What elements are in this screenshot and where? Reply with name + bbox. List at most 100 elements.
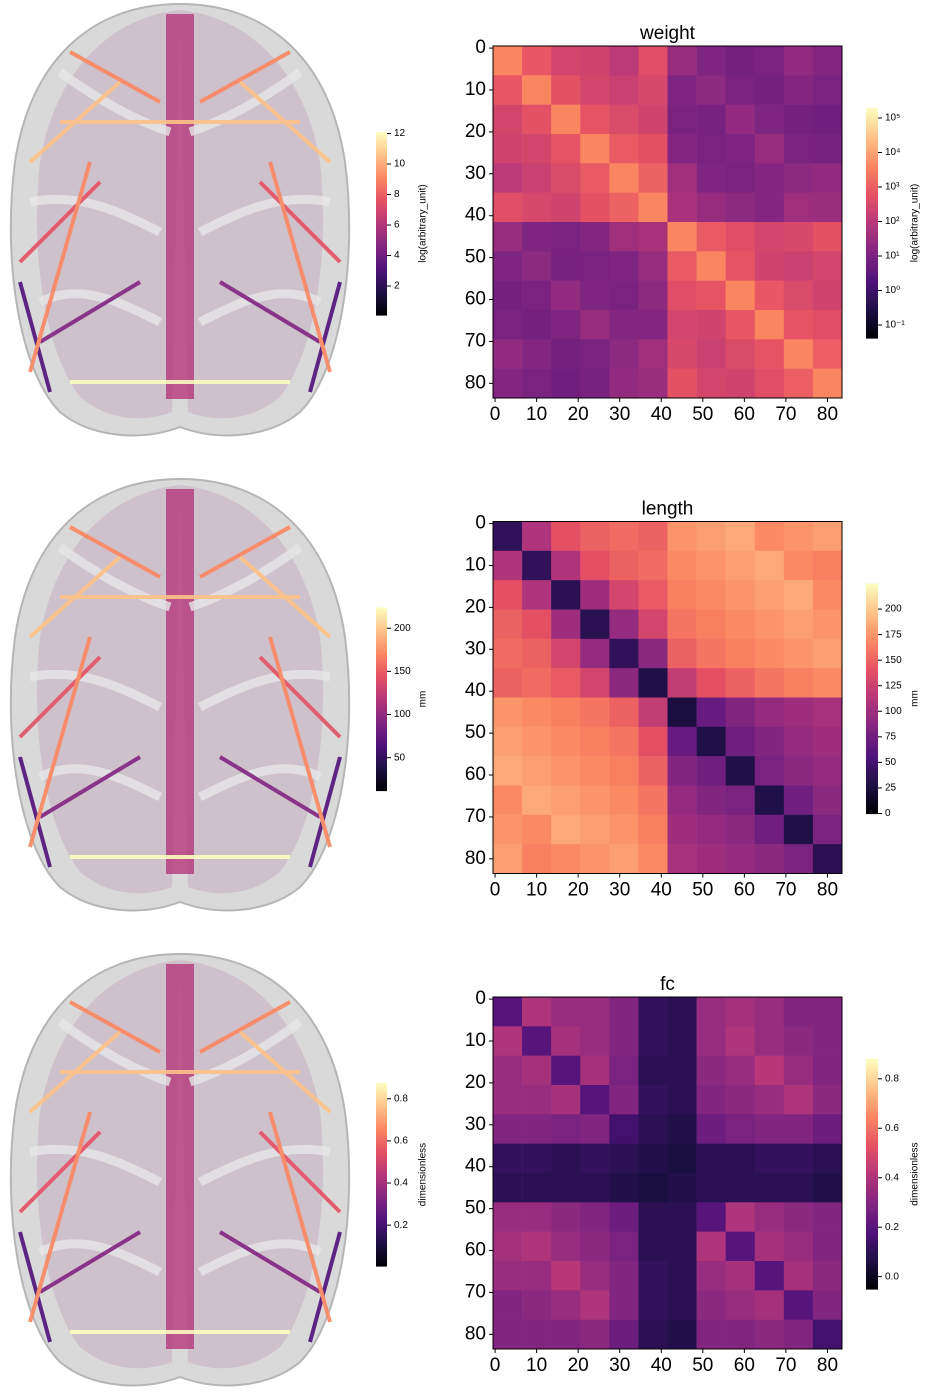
colorbar-slice (866, 704, 878, 708)
heatmap-cell (580, 697, 610, 728)
heatmap-cell (725, 521, 756, 552)
colorbar-slice (376, 678, 387, 682)
heatmap-cell (609, 1319, 639, 1350)
heatmap-cell (783, 251, 814, 281)
colorbar-slice (376, 1156, 387, 1160)
heatmap-cell (725, 310, 756, 340)
colorbar-slice (866, 257, 878, 261)
heatmap-cell (522, 550, 552, 581)
colorbar-slice (376, 710, 387, 714)
colorbar-tick-label: 10⁻¹ (885, 320, 905, 331)
colorbar-slice (866, 1061, 878, 1066)
colorbar-slice (376, 699, 387, 702)
heatmap-cell (522, 1026, 552, 1056)
colorbar-slice (376, 1231, 387, 1235)
heatmap-cell (551, 1319, 581, 1350)
heatmap-cell (812, 1114, 843, 1144)
heatmap-cell (667, 726, 697, 757)
colorbar-slice (376, 616, 387, 620)
colorbar-slice (866, 335, 878, 339)
colorbar-slice (866, 583, 878, 587)
colorbar-slice (866, 263, 878, 267)
colorbar-slice (866, 1059, 878, 1063)
colorbar-slice (376, 250, 387, 254)
x-tick-label: 10 (526, 404, 547, 425)
colorbar-slice (376, 218, 387, 222)
colorbar-slice (866, 606, 878, 610)
colorbar-tick-label: 0 (885, 808, 891, 819)
colorbar-slice (376, 150, 387, 154)
colorbar-tick-label: 25 (885, 783, 897, 794)
colorbar-slice (866, 171, 878, 175)
colorbar-slice (866, 1194, 878, 1198)
heatmap-cell (551, 638, 581, 669)
colorbar-tick-label: 10³ (885, 182, 900, 193)
colorbar-slice (376, 1176, 387, 1180)
colorbar-slice (376, 1110, 387, 1114)
colorbar-slice (376, 701, 387, 705)
heatmap-cell (551, 521, 581, 552)
heatmap-cell (783, 1202, 814, 1232)
colorbar-slice (376, 1252, 387, 1256)
colorbar-slice (866, 271, 878, 276)
y-tick-label: 20 (465, 121, 486, 142)
colorbar-slice (376, 639, 387, 643)
colorbar-slice (376, 132, 387, 135)
colorbar-slice (866, 119, 878, 123)
heatmap-cell (725, 1202, 756, 1232)
colorbar-slice (866, 1113, 878, 1118)
colorbar-slice (376, 1103, 387, 1107)
heatmap-cell (696, 1114, 726, 1144)
colorbar-slice (376, 637, 387, 641)
colorbar-slice (376, 634, 387, 638)
heatmap-cell (638, 668, 668, 698)
heatmap-cell (725, 1055, 756, 1086)
heatmap-cell (580, 609, 610, 640)
y-tick-label: 50 (465, 247, 486, 268)
colorbar-slice (376, 1163, 387, 1166)
heatmap-cell (812, 1173, 843, 1203)
heatmap-cell (493, 192, 523, 223)
colorbar-slice (376, 175, 387, 179)
heatmap-cell (696, 134, 726, 164)
colorbar-slice (376, 726, 387, 730)
colorbar-slice (866, 1277, 878, 1281)
colorbar-slice (376, 744, 387, 748)
heatmap-cell (493, 521, 523, 552)
heatmap-cell (638, 580, 668, 610)
heatmap-cell (493, 844, 523, 874)
colorbar-slice (866, 1084, 878, 1089)
heatmap-cell (754, 280, 785, 311)
heatmap-cell (609, 997, 639, 1027)
heatmap-cell (493, 638, 523, 669)
heatmap-cell (667, 368, 697, 399)
colorbar-slice (866, 237, 878, 241)
colorbar-tick-label: 10¹ (885, 251, 900, 262)
heatmap-cell (754, 1231, 785, 1262)
heatmap-cell (638, 697, 668, 728)
colorbar-slice (866, 1214, 878, 1218)
heatmap-cell (638, 1114, 668, 1144)
heatmap-cell (754, 1085, 785, 1115)
heatmap-cell (696, 609, 726, 640)
colorbar-slice (376, 154, 387, 158)
heatmap-cell (493, 726, 523, 757)
heatmap-cell (754, 1261, 785, 1291)
colorbar-slice (376, 1140, 387, 1144)
colorbar-slice (376, 742, 387, 746)
heatmap-cell (493, 368, 523, 399)
heatmap-cell (609, 1055, 639, 1086)
colorbar-tick-label: 150 (394, 666, 411, 677)
heatmap-cell (754, 222, 785, 252)
colorbar-slice (376, 1215, 387, 1219)
colorbar-slice (866, 225, 878, 230)
heatmap-cell (754, 339, 785, 369)
heatmap-cell (696, 844, 726, 874)
colorbar-slice (376, 230, 387, 234)
colorbar-slice (376, 758, 387, 762)
colorbar-slice (376, 177, 387, 181)
colorbar-slice (866, 764, 878, 769)
colorbar-slice (866, 1159, 878, 1164)
heatmap-cell (783, 46, 814, 76)
axes-frame (492, 45, 843, 399)
